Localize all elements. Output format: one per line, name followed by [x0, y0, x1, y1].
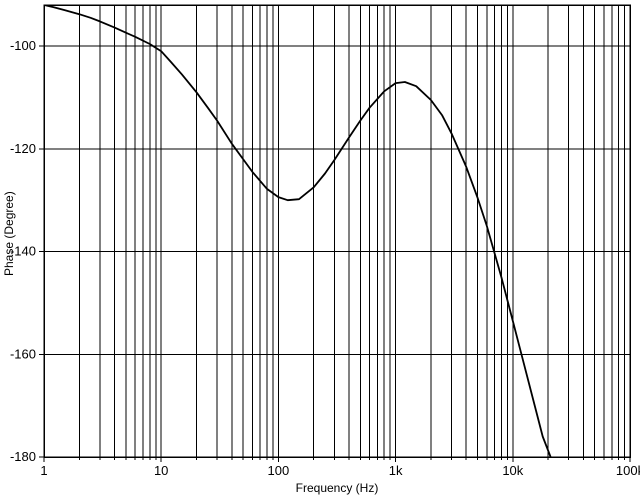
y-tick-label: -140	[10, 244, 36, 259]
x-tick-label: 10	[154, 463, 168, 478]
y-tick-label: -120	[10, 141, 36, 156]
y-tick-label: -160	[10, 346, 36, 361]
plot-frame	[43, 4, 631, 458]
y-tick-label: -100	[10, 38, 36, 53]
y-tick-label: -180	[10, 449, 36, 464]
x-tick-label: 1k	[389, 463, 403, 478]
phase-curve	[44, 5, 552, 457]
x-axis-title: Frequency (Hz)	[295, 481, 379, 495]
x-tick-label: 1	[40, 463, 47, 478]
y-axis-title: Phase (Degree)	[2, 191, 16, 276]
x-tick-label: 100	[268, 463, 290, 478]
x-tick-label: 10k	[502, 463, 523, 478]
x-tick-label: 100k	[616, 463, 640, 478]
